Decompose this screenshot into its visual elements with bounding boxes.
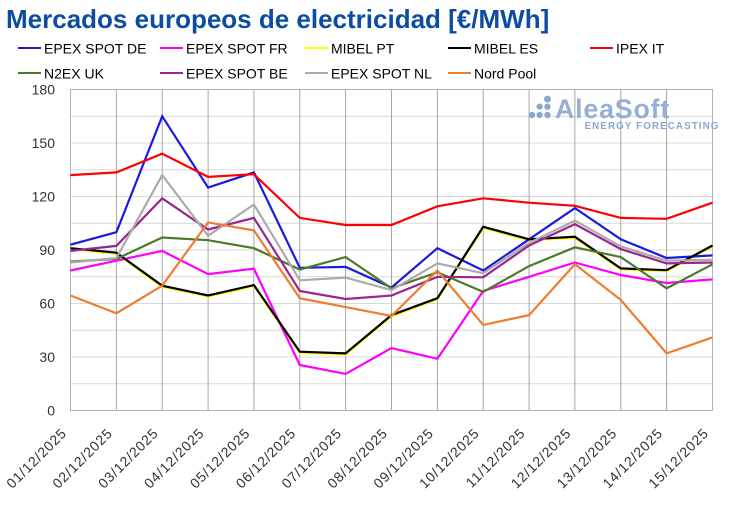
svg-text:150: 150 (32, 135, 56, 151)
svg-text:AleaSoft: AleaSoft (555, 94, 670, 124)
svg-text:120: 120 (32, 189, 56, 205)
svg-text:60: 60 (39, 296, 55, 312)
svg-text:ENERGY FORECASTING: ENERGY FORECASTING (585, 121, 720, 132)
svg-text:30: 30 (39, 349, 55, 365)
svg-text:180: 180 (32, 82, 56, 98)
svg-text:0: 0 (47, 403, 55, 419)
svg-text:90: 90 (39, 242, 55, 258)
